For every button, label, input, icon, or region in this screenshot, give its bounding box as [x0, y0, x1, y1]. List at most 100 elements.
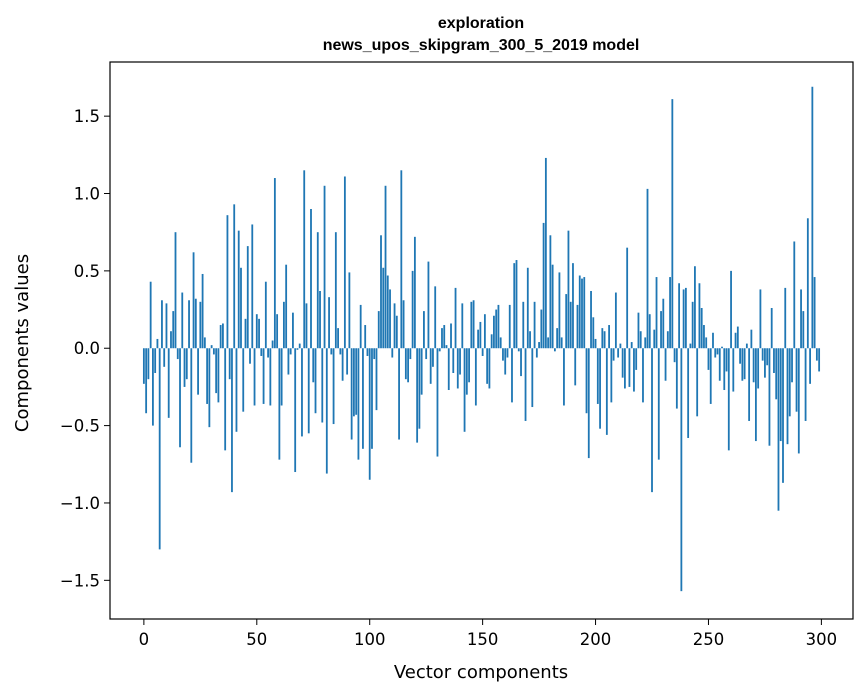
bar-62: [282, 301, 285, 349]
bar-226: [653, 329, 656, 349]
bar-288: [793, 241, 796, 349]
bar-246: [698, 283, 701, 349]
bar-253: [714, 348, 717, 358]
bar-173: [533, 301, 536, 349]
bar-266: [743, 348, 746, 380]
bar-64: [287, 348, 290, 375]
bar-150: [481, 348, 484, 356]
bar-205: [605, 348, 608, 435]
bar-182: [553, 348, 556, 352]
bar-89: [343, 176, 346, 349]
bar-111: [393, 303, 396, 349]
bar-75: [312, 348, 315, 383]
bar-158: [499, 337, 502, 349]
bar-168: [522, 301, 525, 349]
bar-278: [770, 308, 773, 349]
bar-272: [757, 348, 760, 389]
bar-9: [163, 348, 166, 367]
bar-245: [696, 348, 699, 417]
bar-145: [470, 301, 473, 349]
bar-107: [384, 185, 387, 349]
bar-84: [332, 348, 335, 425]
bar-159: [502, 348, 504, 361]
bar-51: [258, 318, 260, 349]
bar-280: [775, 348, 778, 400]
bar-72: [305, 303, 308, 349]
bar-275: [764, 348, 766, 378]
bar-116: [404, 348, 407, 380]
bar-63: [285, 264, 288, 349]
bar-142: [463, 348, 466, 432]
bar-285: [786, 348, 789, 445]
bar-259: [727, 348, 730, 451]
bar-243: [691, 301, 694, 349]
bar-19: [185, 348, 188, 380]
bar-11: [167, 348, 170, 418]
bar-4: [152, 348, 154, 426]
bar-96: [359, 304, 362, 349]
bar-290: [797, 348, 800, 454]
bar-210: [617, 348, 620, 358]
bar-39: [231, 348, 233, 493]
bar-248: [703, 325, 705, 349]
bar-172: [531, 348, 534, 408]
bar-214: [626, 247, 629, 349]
bar-85: [334, 232, 337, 349]
bar-206: [608, 325, 610, 349]
x-tick-label-250: 250: [693, 630, 725, 649]
bar-68: [296, 348, 299, 350]
bar-13: [172, 311, 175, 349]
bar-38: [228, 348, 231, 380]
bar-117: [407, 348, 410, 383]
bar-227: [655, 277, 658, 349]
bar-21: [190, 348, 193, 463]
bar-71: [303, 170, 306, 349]
bar-15: [176, 348, 179, 360]
bar-34: [219, 325, 222, 349]
bar-241: [687, 348, 690, 438]
bar-105: [380, 235, 382, 349]
x-axis-ticks: 0 50 100 150 200 250 300: [139, 619, 837, 649]
bar-7: [158, 348, 161, 550]
bar-101: [371, 348, 373, 449]
bar-242: [689, 343, 692, 349]
bar-157: [497, 304, 500, 349]
bar-112: [395, 315, 398, 349]
x-axis-label: Vector components: [394, 662, 568, 683]
bar-292: [802, 311, 805, 349]
bar-17: [181, 292, 184, 349]
bar-155: [493, 315, 495, 349]
bar-12: [170, 331, 172, 349]
bar-130: [436, 348, 439, 457]
bar-223: [646, 188, 649, 349]
bar-263: [736, 326, 739, 349]
bar-81: [325, 348, 328, 474]
bar-102: [373, 348, 376, 360]
bar-134: [445, 345, 448, 349]
bar-69: [298, 343, 301, 349]
bar-230: [662, 298, 665, 349]
bar-221: [642, 348, 644, 403]
bar-273: [759, 289, 762, 349]
bar-264: [739, 348, 741, 364]
bar-67: [294, 348, 297, 473]
bar-47: [249, 348, 251, 364]
bar-298: [815, 348, 818, 361]
x-tick-label-0: 0: [139, 630, 150, 649]
bar-262: [734, 332, 737, 349]
bar-166: [517, 348, 520, 352]
bar-192: [576, 304, 579, 349]
bar-181: [551, 264, 554, 349]
bar-40: [233, 204, 236, 349]
bar-151: [483, 314, 486, 349]
bar-228: [657, 348, 660, 460]
bar-24: [197, 348, 199, 395]
bar-79: [321, 348, 324, 423]
x-tick-label-200: 200: [580, 630, 612, 649]
x-tick-label-150: 150: [467, 630, 499, 649]
bar-80: [323, 185, 326, 349]
bar-225: [651, 348, 653, 493]
bar-42: [237, 230, 240, 349]
bar-100: [368, 348, 371, 480]
bar-153: [488, 348, 491, 389]
